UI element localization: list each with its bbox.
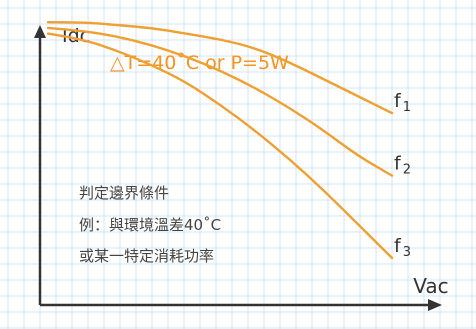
series-line-f1 — [46, 21, 394, 115]
y-axis — [34, 25, 46, 305]
series-labels: f 1 f 2 f 3 — [394, 90, 411, 260]
x-axis — [40, 299, 442, 311]
x-axis-label: Vac — [413, 274, 448, 298]
curves — [46, 21, 394, 260]
annotation-line-3: 或某一特定消耗功率 — [79, 247, 214, 265]
series-line-f3 — [46, 32, 394, 260]
series-line-f2 — [46, 26, 394, 177]
annotation-line-1: 判定邊界條件 — [79, 184, 169, 202]
annotation-line-2: 例：與環境溫差40˚C — [79, 216, 221, 234]
